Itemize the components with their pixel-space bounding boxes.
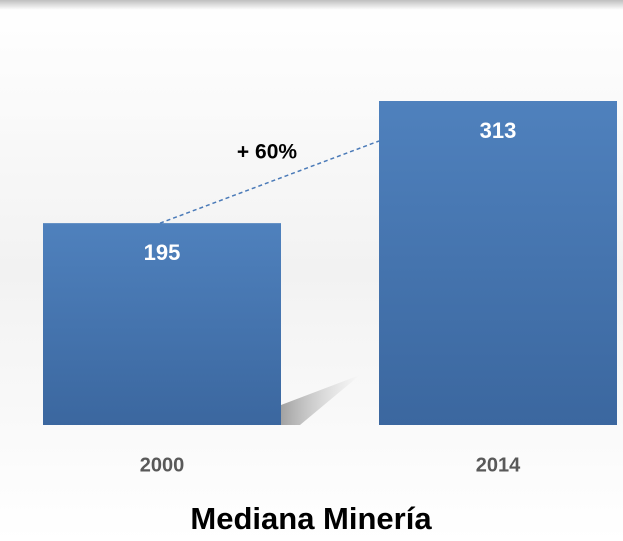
x-tick-label: 2014 — [476, 454, 521, 476]
value-label: 195 — [144, 240, 181, 265]
trend-line — [159, 140, 380, 224]
top-strip — [0, 0, 623, 10]
bar — [43, 223, 281, 425]
bar-shadow — [281, 375, 360, 425]
chart-title: Mediana Minería — [190, 501, 432, 536]
annotation: + 60% — [237, 141, 297, 164]
x-tick-label: 2000 — [140, 454, 185, 476]
bar — [379, 101, 617, 425]
value-label: 313 — [480, 118, 517, 143]
